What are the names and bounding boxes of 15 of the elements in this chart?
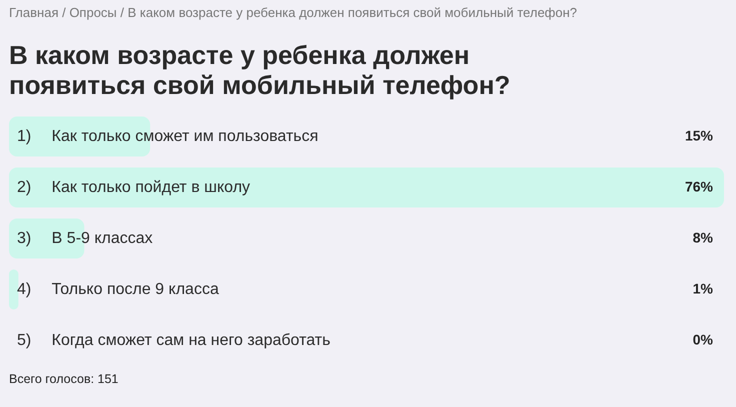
data-label: 1% (692, 280, 714, 296)
data-label: 8% (692, 229, 714, 246)
y-tick-label: 1) Как только сможет им пользоваться (17, 128, 318, 145)
y-tick-label: 5) Когда сможет сам на него заработать (17, 332, 330, 349)
y-tick-label: 4) Только после 9 класса (17, 280, 219, 298)
text: Всего голосов: 151 (9, 372, 118, 386)
bar (9, 270, 18, 310)
y-tick-label: 3) В 5-9 классах (17, 230, 153, 247)
y-tick-label: 2) Как только пойдет в школу (17, 178, 250, 196)
data-label: 15% (684, 127, 714, 144)
data-label: 76% (684, 178, 714, 194)
data-label: 0% (692, 331, 714, 348)
chart-subtitle: Главная / Опросы / В каком возрасте у ребенка должен появиться свой мобильный телефон? (9, 5, 578, 20)
bar (9, 168, 724, 208)
chart-title: В каком возрасте у ребенка должен появиться свой мобильный телефон? (9, 40, 512, 100)
